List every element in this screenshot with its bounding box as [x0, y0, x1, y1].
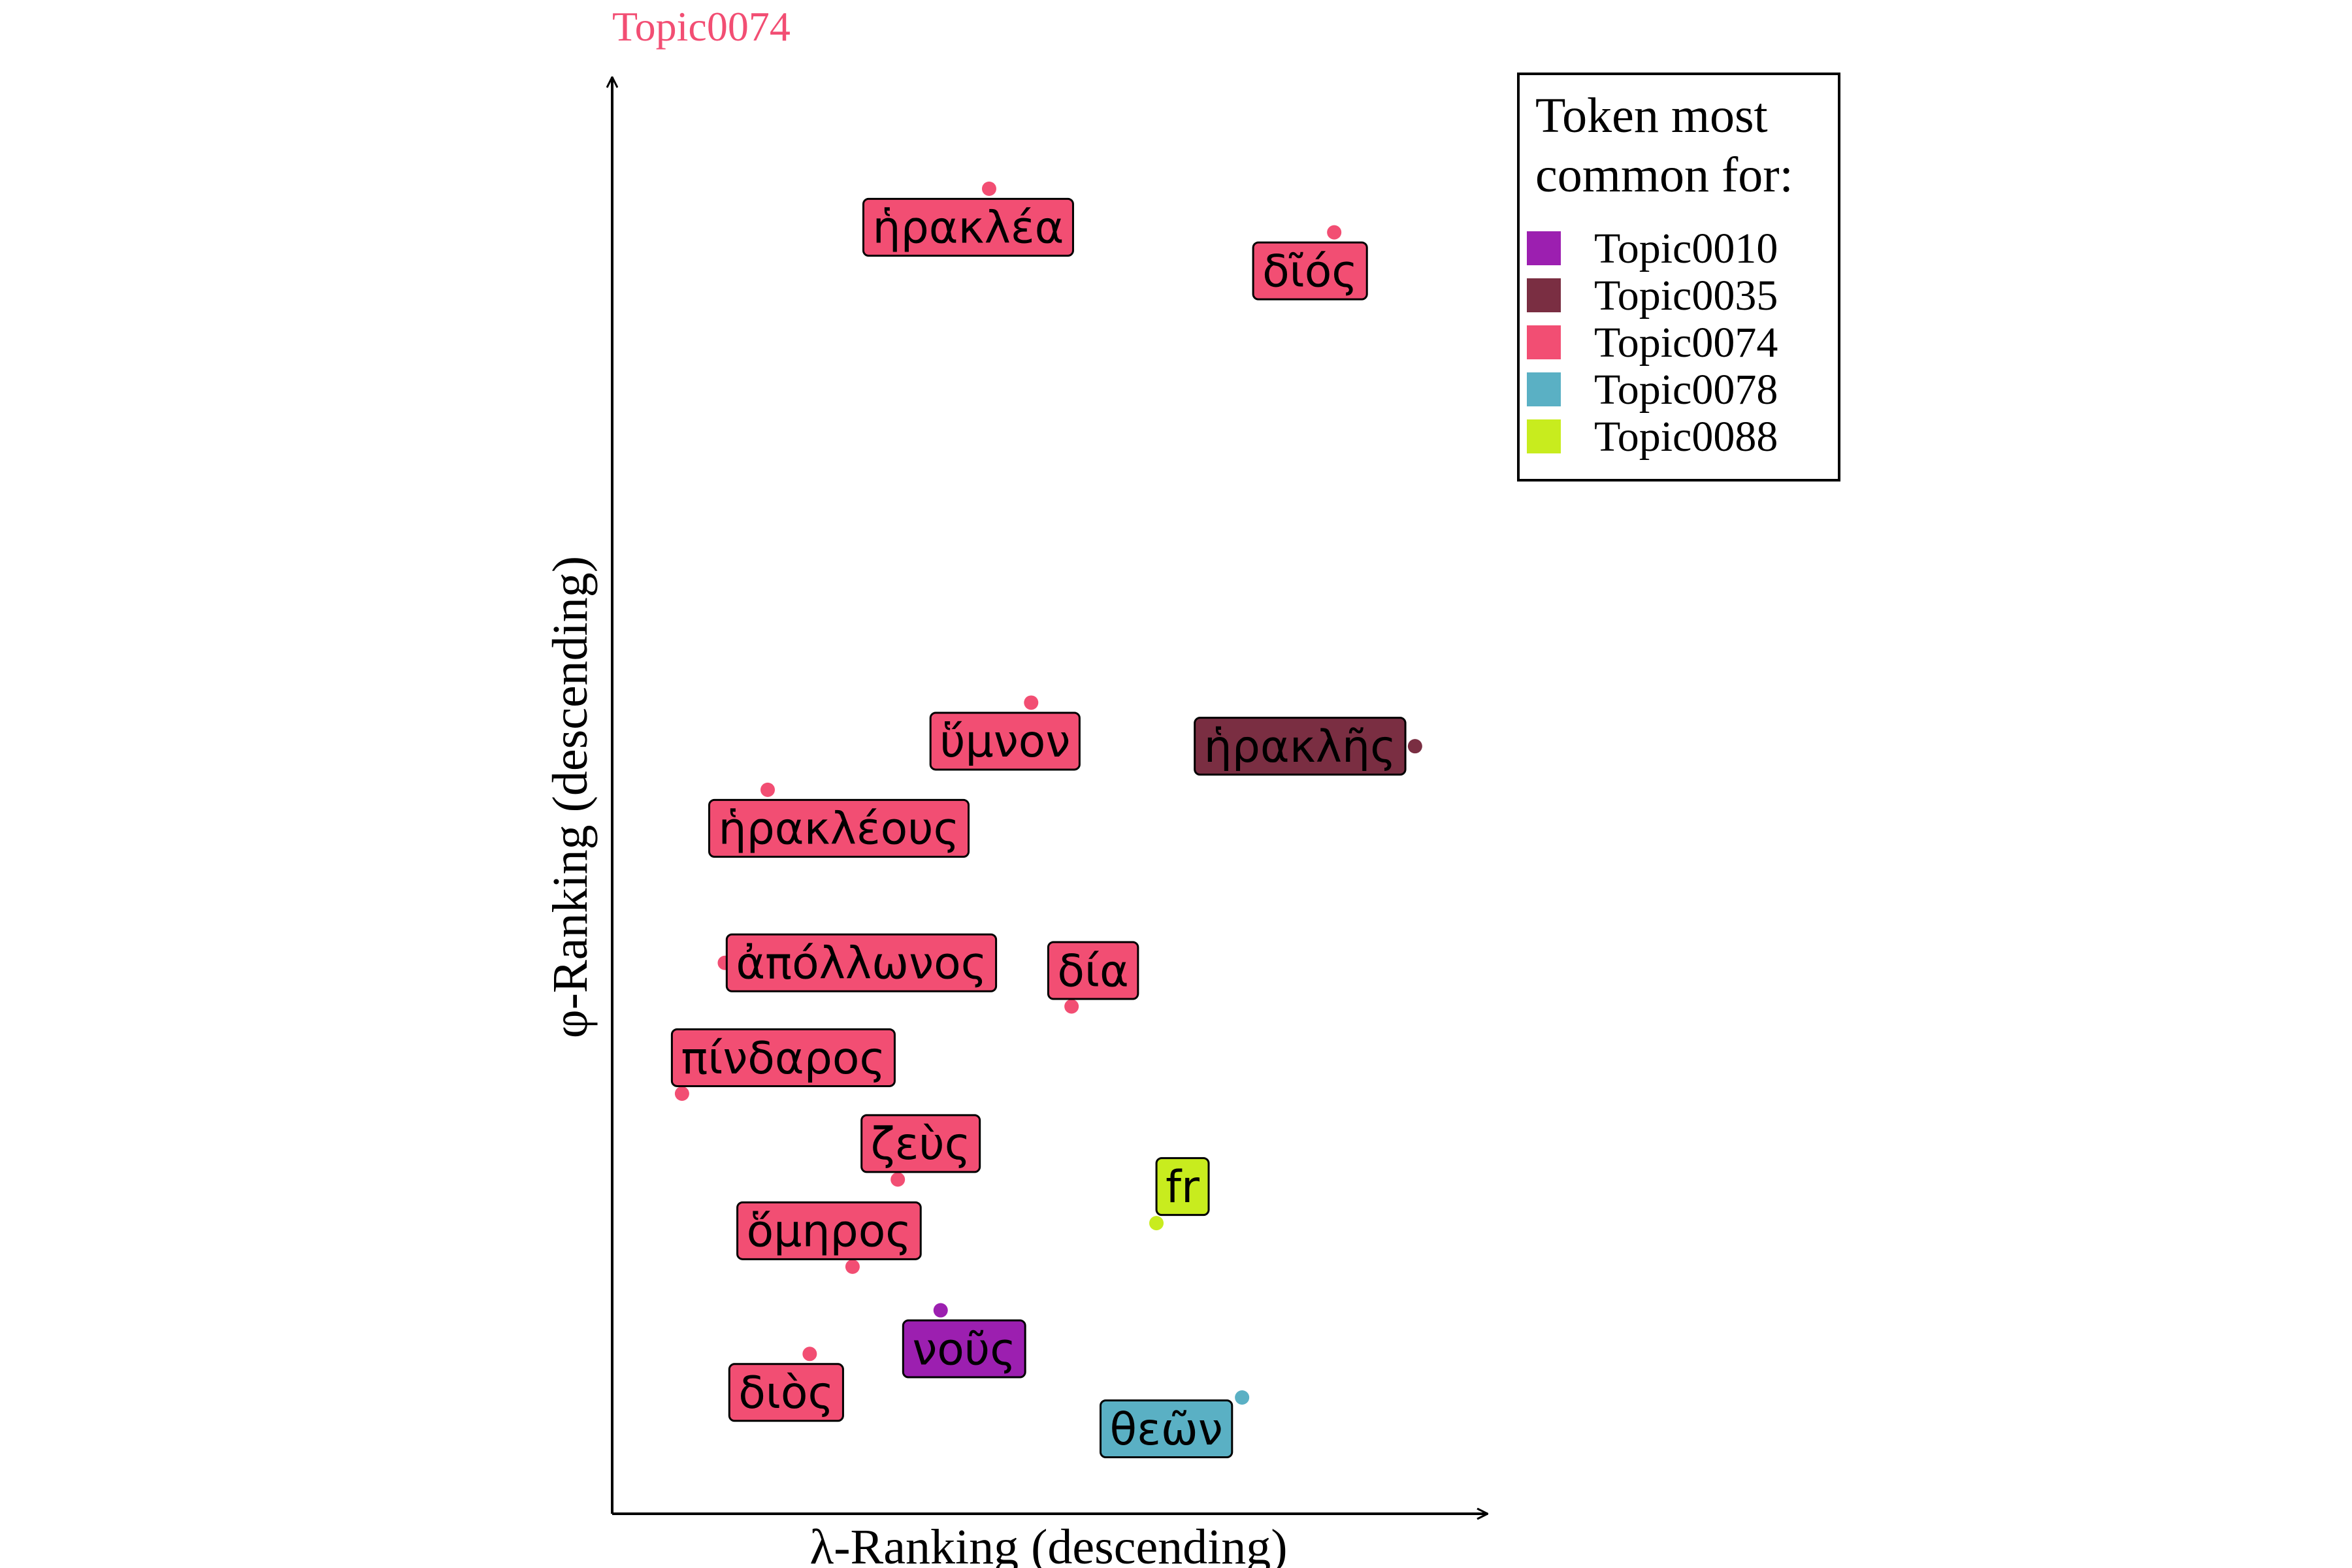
data-point	[1064, 999, 1079, 1014]
data-label-box	[860, 1114, 981, 1173]
data-label-text: ὕμνον	[939, 716, 1070, 768]
data-point	[890, 1172, 906, 1187]
data-labels: ἡρακλέα δῖός ὕμνον ἡρακλῆς ἡρακλέους ἀπόλλωνο…	[670, 197, 1407, 1459]
data-label-box	[670, 1028, 896, 1087]
data-label: ὕμνον	[929, 711, 1081, 771]
data-label-text: δία	[1057, 945, 1128, 997]
data-point	[1407, 739, 1422, 754]
legend-swatch	[1527, 372, 1561, 406]
data-point	[1235, 1390, 1250, 1405]
data-point	[802, 1347, 817, 1362]
data-label-box	[1047, 941, 1139, 1000]
data-label: ζεὺς	[860, 1114, 981, 1173]
legend-label: Topic0078	[1594, 366, 1778, 414]
data-label-text: ἀπόλλωνος	[736, 938, 987, 990]
legend-swatch	[1527, 278, 1561, 312]
data-label: ἡρακλέα	[862, 197, 1074, 257]
data-label-box	[1099, 1399, 1233, 1459]
data-label-box	[736, 1201, 922, 1260]
data-label: ἡρακλέους	[708, 798, 970, 858]
data-label-box	[725, 933, 998, 992]
data-label-text: θεῶν	[1109, 1404, 1222, 1456]
y-axis-label: φ-Ranking (descending)	[543, 556, 598, 1038]
data-label-box	[1252, 241, 1368, 301]
chart-title: Topic0074	[612, 3, 791, 50]
legend-label: Topic0035	[1594, 272, 1778, 319]
data-label-box	[862, 197, 1074, 257]
data-label: fr	[1155, 1157, 1210, 1217]
data-point	[1149, 1216, 1164, 1231]
data-label-box	[708, 798, 970, 858]
data-point	[1327, 225, 1342, 240]
legend: Token most common for: Topic0010Topic003…	[1517, 73, 1840, 482]
legend-title-line-2: common for:	[1535, 148, 1793, 203]
legend-swatch	[1527, 325, 1561, 359]
legend-entries: Topic0010Topic0035Topic0074Topic0078Topi…	[1527, 225, 1778, 461]
data-label-box	[1155, 1157, 1210, 1217]
data-label-text: νοῦς	[912, 1324, 1016, 1375]
legend-label: Topic0088	[1594, 413, 1778, 461]
data-label-text: ζεὺς	[871, 1119, 971, 1170]
data-label-text: ἡρακλῆς	[1204, 721, 1396, 773]
legend-box	[1517, 73, 1840, 482]
data-label: διὸς	[728, 1363, 844, 1422]
data-point	[674, 1086, 689, 1101]
data-point	[933, 1303, 948, 1318]
legend-title-line-1: Token most	[1535, 88, 1768, 143]
data-label: δῖός	[1252, 241, 1368, 301]
legend-label: Topic0074	[1594, 319, 1778, 367]
x-axis-label: λ-Ranking (descending)	[809, 1520, 1287, 1568]
data-label-box	[728, 1363, 844, 1422]
data-label: νοῦς	[902, 1319, 1026, 1379]
data-label: ὅμηρος	[736, 1201, 922, 1260]
legend-label: Topic0010	[1594, 225, 1778, 272]
data-label-text: ἡρακλέα	[872, 203, 1064, 254]
data-label-text: ἡρακλέους	[719, 804, 960, 855]
data-label: θεῶν	[1099, 1399, 1233, 1459]
data-label-text: δῖός	[1262, 246, 1358, 297]
data-point	[760, 782, 776, 797]
data-label-box	[929, 711, 1081, 771]
data-point	[845, 1259, 860, 1274]
data-label: ἡρακλῆς	[1194, 717, 1407, 776]
data-point	[981, 181, 996, 196]
data-label: πίνδαρος	[670, 1028, 896, 1087]
legend-swatch	[1527, 231, 1561, 265]
data-label-text: ὅμηρος	[747, 1206, 912, 1258]
legend-swatch	[1527, 419, 1561, 453]
data-label: δία	[1047, 941, 1139, 1000]
data-label-text: πίνδαρος	[681, 1033, 885, 1085]
data-label: ἀπόλλωνος	[725, 933, 998, 992]
data-label-box	[902, 1319, 1026, 1379]
data-label-text: fr	[1166, 1162, 1200, 1213]
data-label-box	[1194, 717, 1407, 776]
data-point	[1024, 695, 1039, 710]
data-label-text: διὸς	[738, 1367, 834, 1419]
